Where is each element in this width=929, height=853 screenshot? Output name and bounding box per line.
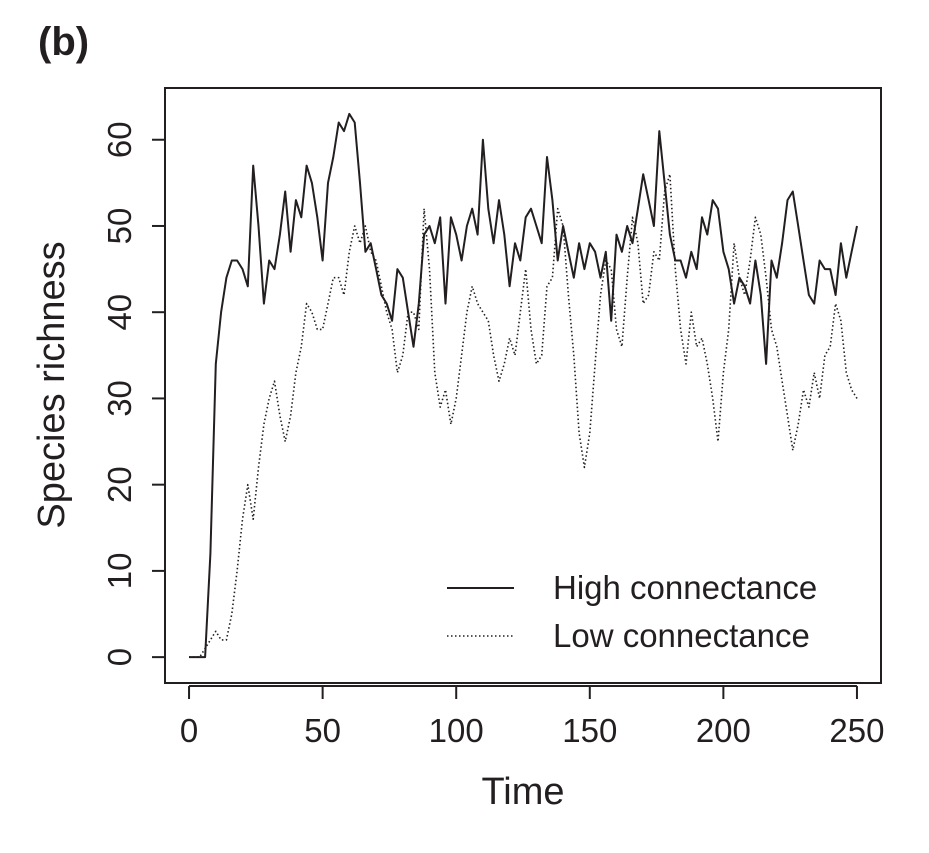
x-tick-label: 150 [562,712,617,749]
x-axis: 0 50 100 150 200 250 [180,685,884,749]
y-tick-label: 0 [101,648,138,666]
panel-label: (b) [38,20,90,64]
y-tick-label: 60 [101,121,138,158]
x-tick-label: 0 [180,712,198,749]
x-tick-label: 250 [829,712,884,749]
x-axis-title: Time [481,771,564,813]
x-tick-label: 200 [696,712,751,749]
y-axis-title: Species richness [31,241,73,528]
y-tick-label: 10 [101,553,138,590]
y-axis: 0 10 20 30 40 50 60 [101,121,166,666]
y-tick-label: 50 [101,208,138,245]
series-layer [189,112,858,659]
series-line-low-connectance [189,173,858,658]
x-tick-label: 100 [429,712,484,749]
x-tick-label: 50 [304,712,341,749]
y-tick-label: 30 [101,380,138,417]
legend-label-low-connectance: Low connectance [553,617,810,654]
y-tick-label: 20 [101,466,138,503]
legend: High connectance Low connectance [447,569,817,654]
legend-label-high-connectance: High connectance [553,569,817,606]
y-tick-label: 40 [101,294,138,331]
